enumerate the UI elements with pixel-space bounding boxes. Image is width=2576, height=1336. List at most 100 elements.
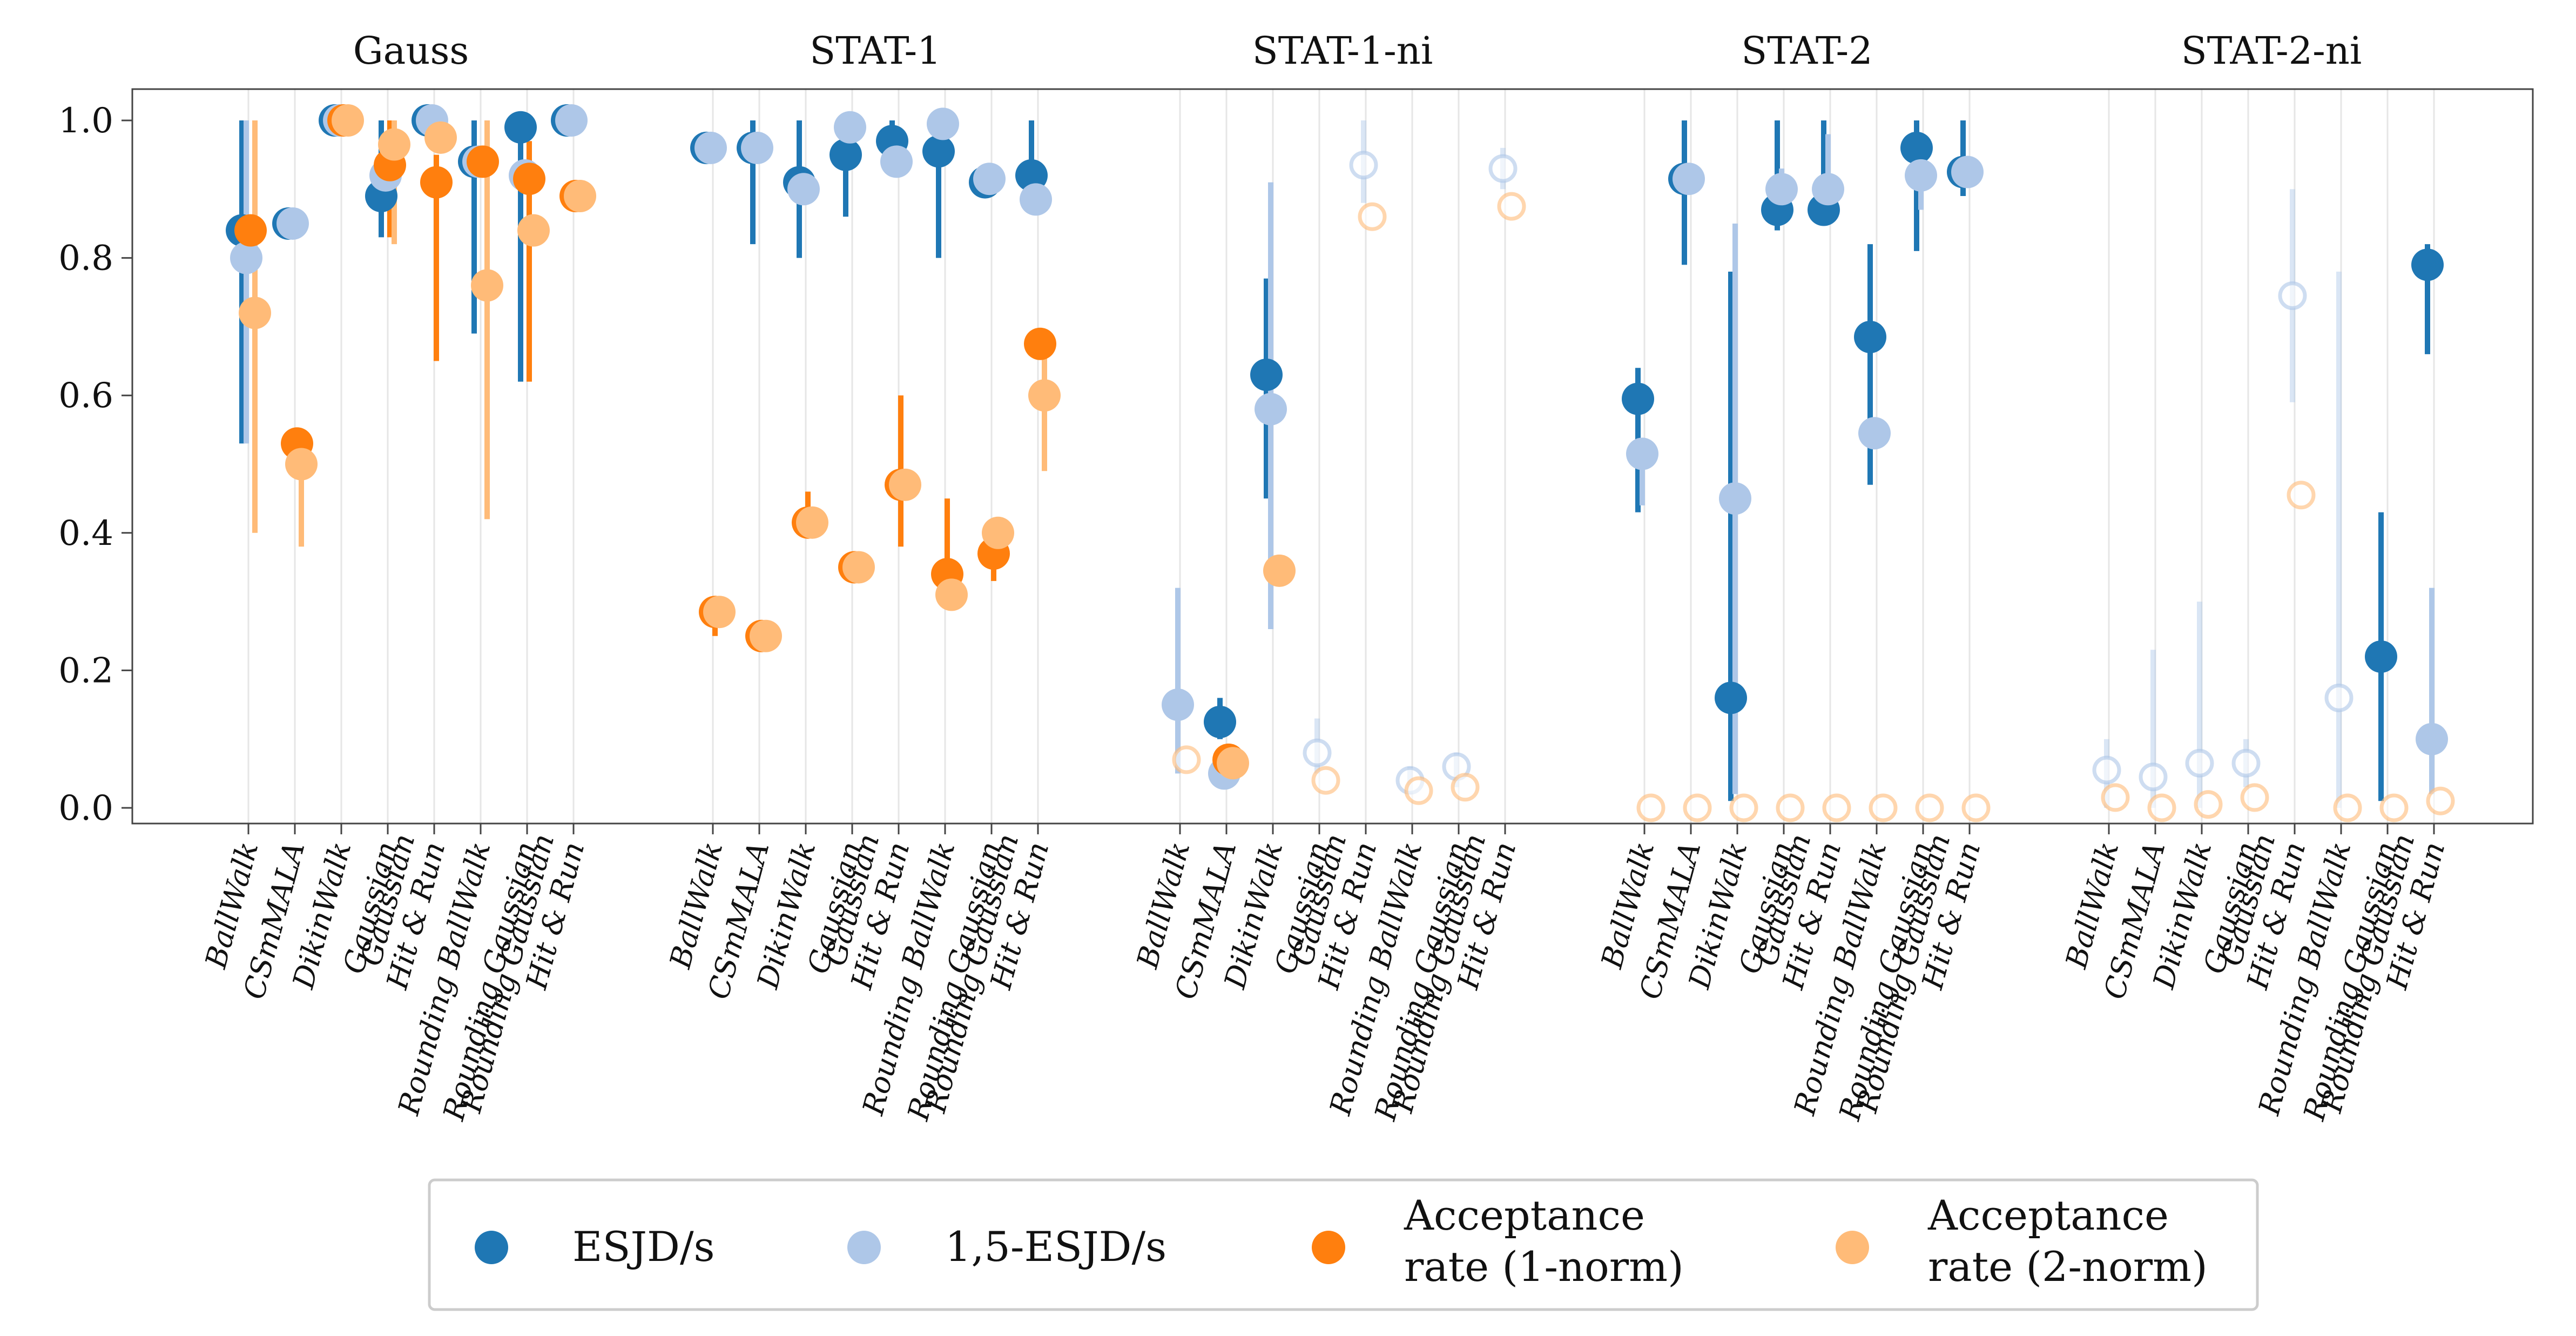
data-point <box>471 269 503 302</box>
data-point <box>2139 763 2168 792</box>
data-point <box>1776 793 1805 822</box>
data-point <box>517 214 550 247</box>
group-titles: Gauss STAT-1 STAT-1-ni STAT-2 STAT-2-ni <box>353 29 2362 73</box>
data-point <box>564 180 596 213</box>
y-tick-label: 0.0 <box>58 788 113 828</box>
data-point <box>1263 554 1296 587</box>
error-bar-layer <box>239 120 2435 808</box>
x-tick-label: GaussianHit & Run <box>1281 831 1383 993</box>
data-point <box>1172 745 1201 774</box>
data-point <box>2379 793 2409 822</box>
data-point <box>467 145 499 178</box>
data-point <box>750 619 782 652</box>
data-point <box>1854 320 1886 353</box>
data-point <box>2278 281 2307 311</box>
data-point <box>1858 417 1891 450</box>
data-point <box>424 121 457 154</box>
data-point <box>2365 640 2397 673</box>
group-title: STAT-2 <box>1741 29 1872 73</box>
y-tick-label: 0.8 <box>58 239 113 279</box>
data-point <box>1869 793 1898 822</box>
data-point <box>1715 682 1747 714</box>
data-point <box>889 468 921 501</box>
data-point <box>2324 683 2354 712</box>
y-tick-label: 0.6 <box>58 376 113 416</box>
data-point <box>1250 359 1283 392</box>
x-axis-labels: BallWalkCSmMALADikinWalkGaussianGaussian… <box>198 824 2451 1124</box>
data-point <box>1900 131 1933 164</box>
data-point <box>1255 393 1287 426</box>
data-point <box>1358 202 1387 231</box>
data-point <box>1636 793 1665 822</box>
data-point <box>842 551 875 584</box>
data-point <box>1951 156 1984 188</box>
data-point <box>1451 773 1480 802</box>
data-point <box>1303 738 1332 767</box>
data-point <box>1961 793 1991 822</box>
legend-label: Acceptance rate (2-norm) <box>1927 1191 2208 1291</box>
data-point <box>834 111 866 144</box>
data-point <box>1822 793 1851 822</box>
data-point <box>2333 793 2362 822</box>
plot-frame <box>131 88 2534 825</box>
data-point <box>1217 747 1249 780</box>
data-point <box>830 138 862 171</box>
data-point <box>1626 437 1658 470</box>
data-point <box>1020 183 1052 216</box>
point-layer <box>226 104 2455 822</box>
data-point <box>1311 766 1340 795</box>
data-point <box>694 131 727 164</box>
data-point <box>1028 379 1061 412</box>
data-point <box>285 448 318 481</box>
data-point <box>2416 723 2448 755</box>
data-point <box>1905 159 1937 192</box>
legend-label-line: Acceptance <box>1927 1191 2169 1239</box>
data-point <box>927 107 959 140</box>
legend: ESJD/s 1,5-ESJD/s Acceptance rate (1-norm) A… <box>428 1178 2259 1311</box>
data-point <box>2194 790 2223 819</box>
data-point <box>1497 192 1526 221</box>
data-point <box>420 166 453 199</box>
data-point <box>2231 748 2261 778</box>
data-point <box>239 296 271 329</box>
data-point <box>378 128 410 161</box>
legend-label: ESJD/s <box>572 1223 715 1271</box>
data-point <box>1729 793 1758 822</box>
legend-label-line: 1,5-ESJD/s <box>945 1223 1166 1271</box>
legend-label-line: rate (2-norm) <box>1928 1243 2208 1291</box>
data-point <box>332 104 364 137</box>
data-point <box>555 104 588 137</box>
data-point <box>787 173 820 206</box>
data-point <box>1673 163 1705 195</box>
data-point <box>2185 748 2214 778</box>
data-point <box>2092 755 2121 785</box>
y-tick-label: 1.0 <box>58 101 113 141</box>
data-point <box>2411 248 2444 281</box>
x-tick-label: GaussianHit & Run <box>349 831 451 993</box>
y-tick-label: 0.4 <box>58 514 113 554</box>
data-point <box>2240 783 2269 812</box>
data-point <box>1719 482 1751 515</box>
data-point <box>2147 793 2176 822</box>
data-point <box>1404 776 1433 805</box>
data-point <box>513 163 545 195</box>
data-point <box>1622 382 1654 415</box>
data-point <box>277 207 309 240</box>
data-point <box>234 214 267 247</box>
legend-marker <box>1312 1231 1345 1264</box>
data-point <box>973 163 1006 195</box>
data-point <box>1812 173 1844 206</box>
y-axis: 0.0 0.2 0.4 0.6 0.8 1.0 <box>58 101 132 828</box>
legend-marker <box>847 1231 881 1264</box>
group-title: Gauss <box>353 29 469 73</box>
data-point <box>796 506 828 539</box>
data-point <box>922 135 955 168</box>
data-point <box>1162 689 1194 721</box>
data-point <box>1915 793 1944 822</box>
data-point <box>230 241 262 274</box>
legend-label-line: rate (1-norm) <box>1404 1243 1684 1291</box>
data-point <box>504 111 537 144</box>
data-point <box>1488 154 1518 183</box>
data-point <box>703 596 736 629</box>
